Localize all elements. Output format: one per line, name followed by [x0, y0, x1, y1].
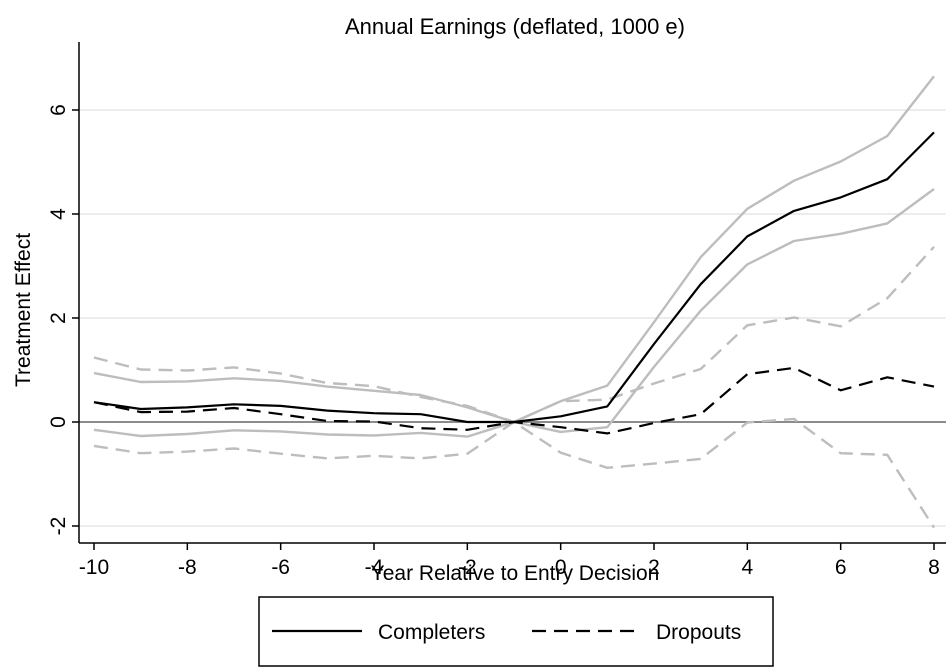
- x-tick-label: 0: [555, 556, 567, 579]
- x-tick-label: -2: [458, 556, 477, 579]
- x-tick-label: 6: [835, 556, 847, 579]
- series-line-4: [93, 245, 935, 424]
- x-tick-label: 4: [741, 556, 753, 579]
- chart-title: Annual Earnings (deflated, 1000 e): [345, 14, 685, 39]
- x-tick-label: -6: [271, 556, 290, 579]
- series-line-3: [93, 366, 935, 435]
- x-tick-label: -4: [365, 556, 384, 579]
- legend: Completers Dropouts: [258, 596, 774, 667]
- y-tick-label: 2: [47, 312, 70, 324]
- x-tick-label: -10: [79, 556, 109, 579]
- y-tick-label: 4: [47, 208, 70, 220]
- x-tick-label: 8: [928, 556, 940, 579]
- y-tick-label: 0: [47, 416, 70, 428]
- axes: -10 -8 -6 -4 -2 0 2 4 6 8 -2 0 2 4 6: [47, 42, 946, 579]
- legend-label-completers: Completers: [378, 621, 485, 644]
- x-axis-label: Year Relative to Entry Decision: [371, 562, 660, 585]
- x-tick-label: -8: [178, 556, 197, 579]
- series-line-1: [93, 75, 935, 424]
- y-tick-label: -2: [47, 517, 70, 536]
- series-lines: [93, 75, 936, 529]
- x-tick-label: 2: [648, 556, 660, 579]
- y-tick-label: 6: [47, 104, 70, 116]
- series-line-2: [93, 188, 935, 438]
- y-axis-label: Treatment Effect: [12, 233, 35, 387]
- legend-label-dropouts: Dropouts: [656, 621, 741, 644]
- series-line-5: [93, 417, 936, 529]
